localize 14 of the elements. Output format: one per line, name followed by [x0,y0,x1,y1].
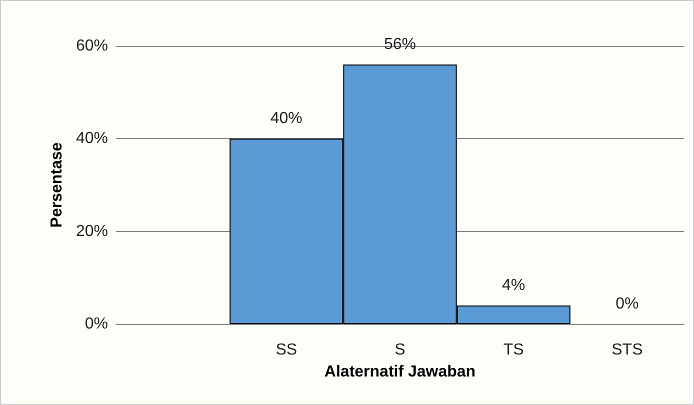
x-axis-title: Alaternatif Jawaban [324,364,476,380]
y-tick-label: 0% [84,316,108,332]
y-tick-label: 60% [76,38,108,54]
y-tick-label: 40% [76,130,108,148]
x-tick-label: SS [276,342,298,358]
data-label: 4% [502,276,526,294]
x-tick-label: TS [503,342,524,358]
data-label: 40% [270,110,302,128]
x-tick-label: S [394,342,406,358]
x-tick-label: STS [612,342,643,358]
data-label: 0% [616,296,639,312]
y-tick-label: 20% [76,222,108,240]
y-axis-title: Persentase [48,142,66,228]
data-label: 56% [384,36,416,54]
